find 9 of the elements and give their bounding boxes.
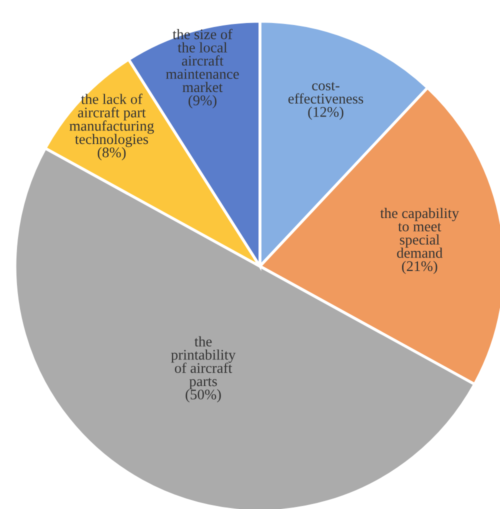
slice-label: the lack of aircraft part manufacturing technologies <box>69 94 154 148</box>
data-label: (21%) <box>402 260 438 274</box>
data-label: (8%) <box>98 147 126 160</box>
slice-label: the printability of aircraft parts <box>171 336 236 390</box>
data-label: (50%) <box>186 389 221 402</box>
slice-label: the capability to meet special demand <box>380 208 460 258</box>
data-label: (9%) <box>188 95 216 108</box>
slice-label: cost- effectiveness <box>288 82 364 104</box>
data-label: (12%) <box>308 106 344 120</box>
